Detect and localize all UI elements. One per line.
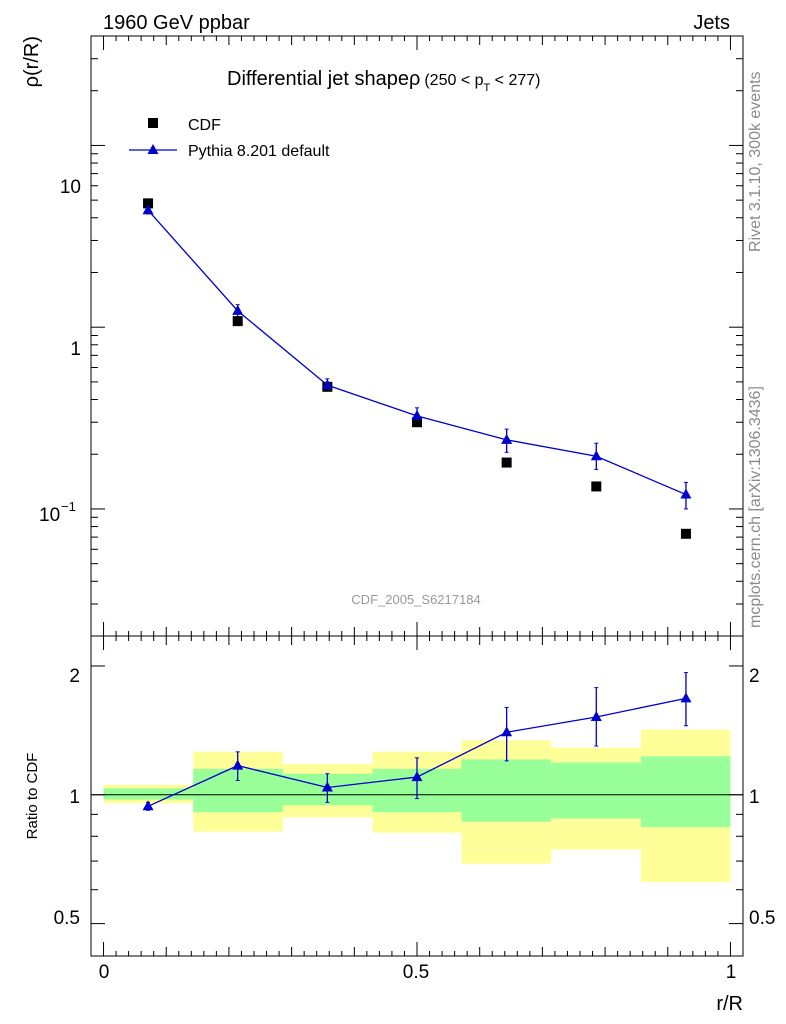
ratio-ytick-right-2: 2 — [749, 666, 760, 687]
legend: CDF Pythia 8.201 default — [129, 117, 330, 160]
green-band — [103, 788, 194, 800]
legend-label-cdf: CDF — [188, 117, 221, 134]
legend-marker-pythia — [147, 144, 159, 154]
header-process: Jets — [693, 12, 730, 34]
ratio-pythia-point — [142, 800, 154, 811]
ratio-pythia-point — [411, 771, 423, 782]
xtick-label-1: 1 — [726, 962, 737, 983]
ratio-data — [142, 672, 692, 811]
ratio-ytick-left-0.5: 0.5 — [54, 908, 80, 929]
ratio-bands — [103, 729, 731, 883]
main-data — [142, 198, 692, 539]
main-title: Differential jet shapeρ (250 < pT < 277) — [227, 68, 541, 94]
mcplots-label: mcplots.cern.ch [arXiv:1306.3436] — [747, 386, 764, 628]
ratio-pythia-point — [680, 692, 692, 703]
legend-label-pythia: Pythia 8.201 default — [188, 143, 330, 160]
legend-marker-cdf — [148, 118, 158, 128]
cdf-point — [412, 417, 422, 428]
ratio-pythia-point — [590, 710, 602, 721]
main-ylabel: ρ(r/R) — [21, 36, 43, 87]
ratio-panel: Ratio to CDF 0.5 1 2 0.5 1 2 0 0.5 1 r/R — [24, 635, 775, 1015]
cdf-point — [591, 481, 602, 492]
main-axis-ticks — [91, 35, 743, 637]
main-title-suffix: (250 < p — [424, 72, 483, 89]
cdf-point — [501, 457, 512, 468]
ratio-pythia-point — [321, 781, 333, 792]
ratio-ytick-right-0.5: 0.5 — [749, 908, 775, 929]
pythia-line — [147, 209, 687, 496]
ytick-label-0.1-base: 10 — [39, 505, 60, 526]
main-panel: ρ(r/R) 10 1 10 −1 Differential jet shape… — [21, 35, 744, 637]
ratio-ylabel: Ratio to CDF — [24, 753, 41, 840]
green-band — [551, 762, 641, 819]
pythia-point — [680, 488, 692, 499]
xtick-label-0.5: 0.5 — [403, 962, 429, 983]
header-energy: 1960 GeV ppbar — [103, 12, 250, 34]
pythia-point — [321, 379, 333, 390]
ytick-label-0.1: 10 −1 — [39, 499, 76, 526]
pythia-point — [232, 304, 244, 315]
ratio-ytick-left-2: 2 — [69, 666, 80, 687]
main-title-end: < 277) — [490, 72, 540, 89]
green-band — [640, 756, 731, 828]
ratio-pythia-point — [232, 759, 244, 770]
cdf-point — [143, 198, 154, 209]
ratio-ytick-left-1: 1 — [69, 787, 80, 808]
pythia-point — [142, 204, 154, 215]
pythia-point — [501, 433, 513, 444]
xtick-label-0: 0 — [99, 962, 110, 983]
pythia-point — [590, 450, 602, 461]
ratio-xlabel: r/R — [716, 993, 743, 1015]
cdf-point — [232, 316, 243, 327]
ratio-axis-ticks — [91, 636, 743, 956]
ytick-label-10: 10 — [60, 177, 81, 198]
main-title-main: Differential jet shapeρ — [227, 68, 420, 90]
pythia-point — [411, 409, 423, 420]
ytick-label-0.1-exp: −1 — [61, 499, 76, 514]
ytick-label-1: 1 — [70, 339, 81, 360]
main-title-sub: T — [484, 82, 491, 94]
analysis-watermark: CDF_2005_S6217184 — [351, 592, 480, 607]
rivet-label: Rivet 3.1.10, 300k events — [747, 71, 764, 252]
cdf-point — [680, 528, 691, 539]
ratio-ytick-right-1: 1 — [749, 787, 760, 808]
ratio-pythia-point — [501, 726, 513, 737]
green-band — [461, 759, 552, 822]
